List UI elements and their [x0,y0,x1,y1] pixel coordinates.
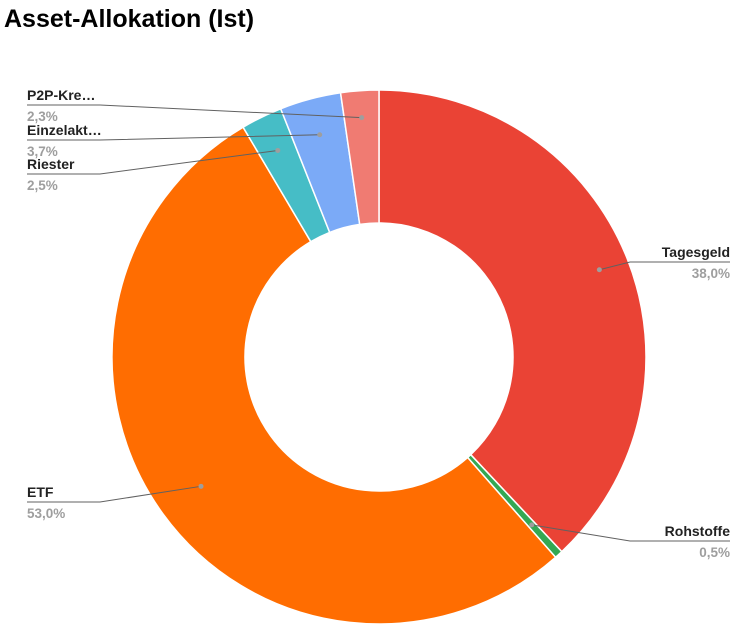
slice-label: Einzelakt… [27,122,102,138]
slice-label: P2P-Kre… [27,87,95,103]
slice-label: Tagesgeld [662,244,730,260]
slice-value-label: 3,7% [27,144,58,159]
label-group: Tagesgeld 38,0% Rohstoffe 0,5% ETF 53,0% Riest… [27,87,730,560]
slice-label: Rohstoffe [665,523,731,539]
slice-label: Riester [27,156,75,172]
slice-group [111,89,647,625]
slice-value-label: 53,0% [27,506,65,521]
slice-value-label: 38,0% [692,266,730,281]
slice-etf [111,126,557,625]
slice-label: ETF [27,484,54,500]
leader-line [599,261,730,271]
leader-line [27,149,278,175]
leader-dot [359,115,365,121]
slice-p2p-kre [339,89,380,226]
leader-dot [529,522,535,528]
leader-line [27,104,362,119]
slice-value-label: 2,3% [27,109,58,124]
leader-line [531,524,730,542]
leader-dot [596,267,602,273]
leader-dot [198,483,204,489]
slice-tagesgeld [378,89,647,553]
leader-line [27,485,202,503]
slice-value-label: 0,5% [699,545,730,560]
leader-dot [317,132,323,138]
chart-title: Asset-Allokation (Ist) [4,5,254,33]
leader-dot [275,147,281,153]
leader-line [27,134,320,141]
slice-value-label: 2,5% [27,178,58,193]
